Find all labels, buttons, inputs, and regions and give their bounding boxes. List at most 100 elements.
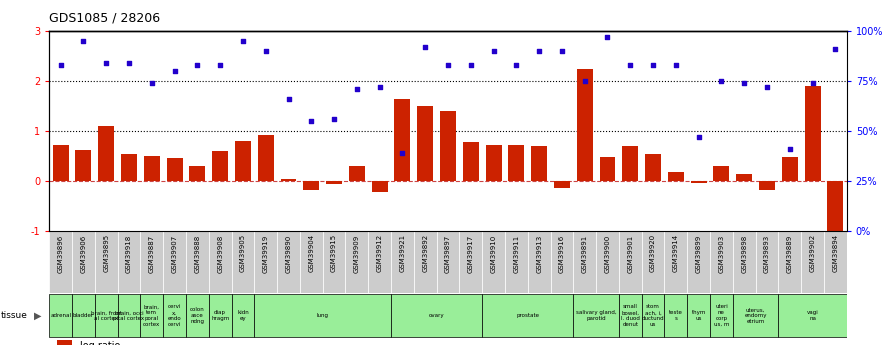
Bar	[599, 157, 616, 181]
Point	[99, 60, 114, 66]
Bar	[759, 181, 775, 190]
Point	[600, 34, 615, 40]
Point	[327, 116, 341, 122]
Text: teste
s: teste s	[669, 310, 683, 321]
Bar	[463, 142, 478, 181]
Bar	[436, 231, 460, 293]
Text: tissue: tissue	[1, 311, 28, 320]
Bar	[665, 231, 687, 293]
Point	[281, 96, 296, 102]
Bar	[801, 231, 824, 293]
Bar	[733, 231, 755, 293]
Text: GSM39890: GSM39890	[286, 234, 291, 273]
Bar	[368, 231, 391, 293]
Point	[213, 62, 228, 68]
Text: GSM39901: GSM39901	[627, 234, 633, 273]
Bar	[141, 231, 163, 293]
Bar	[391, 231, 414, 293]
Text: GSM39898: GSM39898	[741, 234, 747, 273]
Bar	[326, 181, 342, 184]
Bar	[710, 294, 733, 337]
Text: brain, front
al cortex: brain, front al cortex	[90, 310, 122, 321]
Point	[646, 62, 660, 68]
Bar	[805, 86, 821, 181]
Text: GSM39921: GSM39921	[400, 234, 405, 273]
Point	[509, 62, 523, 68]
Text: GSM39918: GSM39918	[126, 234, 132, 273]
Text: GSM39910: GSM39910	[491, 234, 496, 273]
Bar	[531, 146, 547, 181]
Bar	[596, 231, 619, 293]
Point	[828, 46, 842, 52]
Bar	[163, 231, 186, 293]
Text: GSM39919: GSM39919	[263, 234, 269, 273]
Bar	[505, 231, 528, 293]
Point	[463, 62, 478, 68]
Text: adrenal: adrenal	[50, 313, 71, 318]
Text: GSM39902: GSM39902	[810, 234, 815, 273]
Bar	[418, 106, 433, 181]
Text: ovary: ovary	[429, 313, 444, 318]
Bar	[117, 231, 141, 293]
Text: GSM39892: GSM39892	[422, 234, 428, 273]
Bar	[528, 231, 550, 293]
Text: GDS1085 / 28206: GDS1085 / 28206	[49, 11, 160, 24]
Point	[144, 80, 159, 86]
Text: GSM39894: GSM39894	[832, 234, 839, 273]
Bar	[349, 166, 365, 181]
Point	[168, 68, 182, 74]
Bar	[72, 231, 95, 293]
Text: cervi
x,
endo
cervi: cervi x, endo cervi	[168, 305, 182, 327]
Bar	[508, 145, 524, 181]
Bar	[550, 231, 573, 293]
Point	[532, 48, 547, 54]
Point	[259, 48, 273, 54]
Text: salivary gland,
parotid: salivary gland, parotid	[576, 310, 616, 321]
Bar	[117, 294, 141, 337]
Bar	[691, 181, 707, 183]
Bar	[827, 181, 843, 234]
Text: GSM39889: GSM39889	[787, 234, 793, 273]
Point	[395, 150, 409, 156]
Bar	[687, 231, 710, 293]
Bar	[482, 294, 573, 337]
Text: brain,
tem
poral
cortex: brain, tem poral cortex	[143, 305, 160, 327]
Text: GSM39912: GSM39912	[376, 234, 383, 273]
Bar	[323, 231, 346, 293]
Bar	[668, 172, 684, 181]
Text: bladder: bladder	[73, 313, 94, 318]
Bar	[300, 231, 323, 293]
Bar	[144, 156, 159, 181]
Text: uteri
ne
corp
us, m: uteri ne corp us, m	[714, 305, 729, 327]
Bar	[665, 294, 687, 337]
Text: small
bowel,
l. duod
denut: small bowel, l. duod denut	[621, 305, 640, 327]
Bar	[710, 231, 733, 293]
Text: GSM39917: GSM39917	[468, 234, 474, 273]
Bar	[573, 231, 596, 293]
Point	[349, 86, 364, 92]
Point	[714, 78, 728, 84]
Text: colon
asce
ndng: colon asce ndng	[190, 307, 205, 324]
Text: GSM39915: GSM39915	[332, 234, 337, 273]
Bar	[346, 231, 368, 293]
Point	[373, 84, 387, 90]
Bar	[53, 145, 69, 181]
Text: thym
us: thym us	[692, 310, 706, 321]
Bar	[737, 174, 752, 181]
Bar	[163, 294, 186, 337]
Bar	[573, 294, 619, 337]
Bar	[642, 231, 665, 293]
Bar	[49, 231, 72, 293]
Text: vagi
na: vagi na	[806, 310, 818, 321]
Text: GSM39900: GSM39900	[605, 234, 610, 273]
Bar	[231, 231, 254, 293]
Text: GSM39920: GSM39920	[650, 234, 656, 273]
Bar	[254, 294, 391, 337]
Bar	[75, 150, 91, 181]
Bar	[304, 181, 319, 190]
Text: GSM39907: GSM39907	[172, 234, 177, 273]
Bar	[95, 231, 117, 293]
Text: GSM39911: GSM39911	[513, 234, 520, 273]
Bar	[440, 111, 456, 181]
Bar	[99, 126, 114, 181]
